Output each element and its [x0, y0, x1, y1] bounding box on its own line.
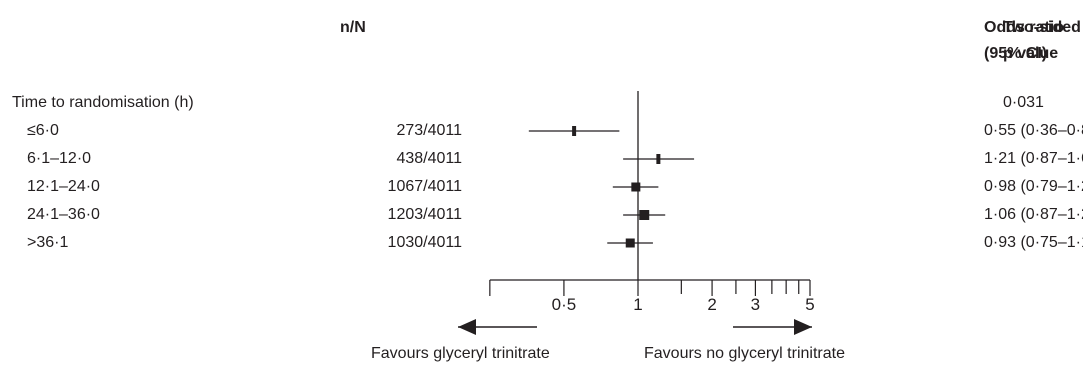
row-n-over-n: 1030/4011	[387, 234, 462, 251]
row-label: ≤6·0	[27, 122, 59, 139]
point-estimate	[572, 126, 577, 136]
row-label: 6·1–12·0	[27, 150, 92, 167]
point-estimate	[631, 182, 641, 192]
row-label: 24·1–36·0	[27, 206, 100, 223]
header-ci: (95% CI)	[984, 45, 1048, 62]
favours-left-arrow-head	[458, 319, 476, 335]
header-two-sided: Two-sided	[1003, 19, 1081, 36]
row-odds-ratio-text: 0·55 (0·36–0·84)	[984, 122, 1083, 139]
favours-left-label: Favours glyceryl trinitrate	[371, 345, 550, 362]
group-p-value: 0·031	[1003, 94, 1044, 111]
row-odds-ratio-text: 0·98 (0·79–1·21)	[984, 178, 1083, 195]
x-tick-label: 3	[751, 295, 760, 314]
row-odds-ratio-text: 0·93 (0·75–1·15)	[984, 234, 1083, 251]
header-pvalue: p value	[1003, 45, 1059, 62]
point-estimate	[656, 154, 661, 164]
point-estimate	[625, 238, 635, 248]
row-label: >36·1	[27, 234, 69, 251]
x-tick-label: 0·5	[552, 295, 577, 314]
row-n-over-n: 1067/4011	[387, 178, 462, 195]
favours-right-label: Favours no glyceryl trinitrate	[644, 345, 845, 362]
x-tick-label: 5	[805, 295, 814, 314]
x-tick-label: 2	[707, 295, 716, 314]
header-odds-ratio: Odds ratio	[984, 19, 1065, 36]
row-n-over-n: 273/4011	[396, 122, 462, 139]
x-tick-label: 1	[633, 295, 642, 314]
row-odds-ratio-text: 1·06 (0·87–1·29)	[984, 206, 1083, 223]
group-label: Time to randomisation (h)	[12, 94, 194, 111]
row-n-over-n: 1203/4011	[387, 206, 462, 223]
header-n-over-n: n/N	[340, 19, 366, 36]
row-odds-ratio-text: 1·21 (0·87–1·69)	[984, 150, 1083, 167]
row-n-over-n: 438/4011	[396, 150, 462, 167]
row-label: 12·1–24·0	[27, 178, 100, 195]
favours-right-arrow-head	[794, 319, 812, 335]
point-estimate	[639, 210, 650, 220]
